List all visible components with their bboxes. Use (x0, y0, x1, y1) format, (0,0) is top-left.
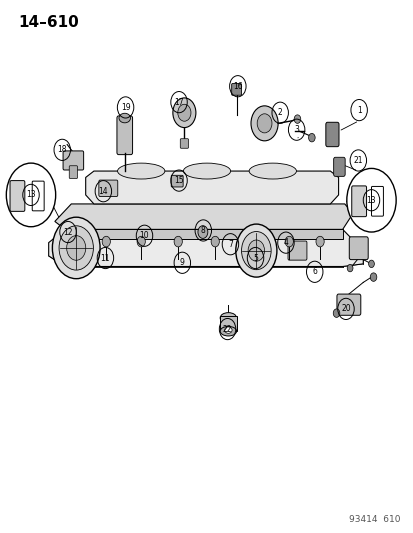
Circle shape (250, 106, 278, 141)
Text: 8: 8 (200, 226, 205, 235)
Circle shape (247, 240, 264, 261)
FancyBboxPatch shape (220, 317, 236, 331)
Text: 19: 19 (121, 103, 130, 112)
FancyBboxPatch shape (180, 139, 188, 148)
FancyBboxPatch shape (333, 157, 344, 176)
Text: 6: 6 (311, 268, 316, 276)
Circle shape (347, 264, 352, 272)
Ellipse shape (183, 163, 230, 179)
Circle shape (66, 236, 85, 260)
Ellipse shape (220, 326, 236, 336)
Text: 1: 1 (356, 106, 361, 115)
Circle shape (346, 168, 395, 232)
FancyBboxPatch shape (32, 181, 44, 211)
Circle shape (294, 115, 300, 123)
Ellipse shape (220, 313, 236, 323)
Text: 7: 7 (228, 240, 233, 249)
Circle shape (235, 224, 276, 277)
FancyBboxPatch shape (171, 175, 183, 187)
Circle shape (197, 225, 207, 238)
FancyBboxPatch shape (287, 241, 306, 260)
Text: 4: 4 (283, 238, 288, 247)
FancyBboxPatch shape (349, 237, 367, 260)
Ellipse shape (224, 327, 232, 333)
FancyBboxPatch shape (325, 122, 338, 147)
Polygon shape (55, 204, 352, 229)
FancyBboxPatch shape (336, 294, 360, 316)
FancyBboxPatch shape (99, 180, 117, 197)
Circle shape (256, 114, 271, 133)
FancyBboxPatch shape (370, 187, 382, 216)
Circle shape (59, 226, 93, 270)
Text: 93414  610: 93414 610 (348, 515, 399, 523)
Circle shape (241, 231, 271, 270)
Text: 21: 21 (353, 156, 362, 165)
Circle shape (173, 98, 195, 127)
Text: 3: 3 (294, 125, 298, 134)
Ellipse shape (117, 163, 164, 179)
Circle shape (102, 236, 110, 247)
Circle shape (211, 236, 219, 247)
Text: 11: 11 (100, 254, 110, 263)
FancyBboxPatch shape (116, 116, 132, 155)
Text: 9: 9 (180, 259, 184, 267)
Ellipse shape (119, 114, 130, 123)
Text: 17: 17 (174, 98, 183, 107)
Circle shape (308, 133, 314, 142)
Text: 5: 5 (252, 254, 257, 263)
Circle shape (137, 236, 145, 247)
FancyBboxPatch shape (69, 166, 77, 179)
Text: 15: 15 (174, 176, 183, 185)
Text: 10: 10 (139, 231, 149, 240)
Text: 18: 18 (57, 146, 67, 155)
FancyBboxPatch shape (63, 151, 83, 170)
Text: 22: 22 (222, 325, 232, 334)
Polygon shape (49, 229, 362, 266)
Text: 13: 13 (366, 196, 375, 205)
Circle shape (285, 236, 293, 247)
Circle shape (368, 260, 373, 268)
Text: 14: 14 (98, 187, 108, 196)
Circle shape (315, 236, 323, 247)
FancyBboxPatch shape (10, 181, 25, 212)
Text: 16: 16 (233, 82, 242, 91)
Circle shape (174, 236, 182, 247)
Circle shape (6, 163, 55, 227)
Circle shape (52, 217, 100, 279)
Circle shape (332, 309, 339, 317)
Text: 13: 13 (26, 190, 36, 199)
Text: 12: 12 (63, 228, 73, 237)
Circle shape (369, 273, 376, 281)
FancyBboxPatch shape (65, 229, 342, 239)
Ellipse shape (249, 163, 296, 179)
Circle shape (177, 104, 190, 121)
Polygon shape (85, 171, 338, 204)
FancyBboxPatch shape (351, 186, 366, 216)
FancyBboxPatch shape (231, 84, 241, 95)
Text: 2: 2 (277, 108, 282, 117)
Text: 14–610: 14–610 (18, 14, 78, 30)
Text: 20: 20 (340, 304, 350, 313)
